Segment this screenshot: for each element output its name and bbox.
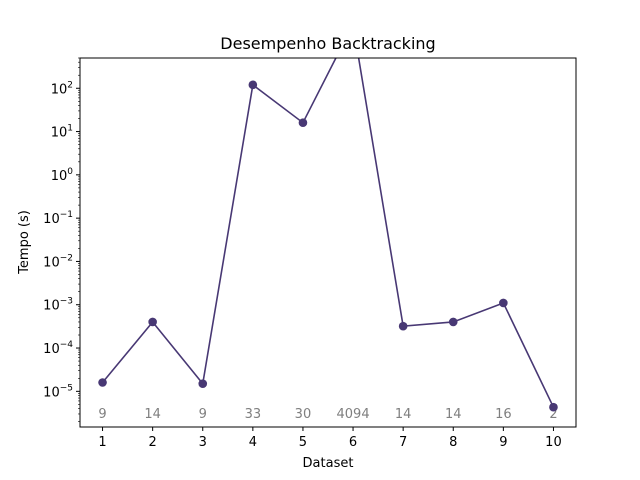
x-tick-label: 7 [399,435,407,450]
y-tick-label: 10−5 [43,383,73,400]
annotation-label: 16 [495,407,512,422]
annotation-label: 9 [98,407,106,422]
annotation-label: 14 [445,407,462,422]
y-tick-label: 102 [51,80,73,97]
y-tick-label: 10−2 [43,253,73,270]
data-point [549,402,558,412]
data-point [499,298,508,308]
y-axis-label: Tempo (s) [17,210,32,275]
x-tick-label: 8 [449,435,457,450]
data-point [448,317,458,327]
data-point [398,321,408,331]
annotation-labels: 9 14 9 33 30 4094 14 14 16 2 [98,407,557,422]
data-point [98,378,107,387]
data-point [298,118,308,128]
y-tick-label: 10−3 [43,297,73,314]
annotation-label: 33 [245,407,262,422]
x-tick-label: 2 [149,435,157,450]
x-tick-label: 5 [299,435,307,450]
x-tick-label: 1 [98,435,106,450]
x-tick-label: 9 [499,435,507,450]
annotation-label: 9 [199,407,207,422]
x-tick-label: 3 [199,435,207,450]
annotation-label: 30 [295,407,312,422]
data-point [148,317,157,327]
data-point [248,80,258,90]
x-tick-label: 6 [349,435,357,450]
plot-frame [79,57,577,428]
y-tick-label: 101 [51,124,73,141]
y-tick-label: 10−1 [43,210,73,227]
annotation-label: 4094 [337,407,370,422]
data-point [198,379,208,389]
y-axis: 10−5 10−4 10−3 10−2 10−1 100 101 102 [43,57,80,422]
chart-title: Desempenho Backtracking [220,34,435,53]
y-tick-label: 10−4 [43,340,73,357]
x-tick-label: 4 [249,435,257,450]
annotation-label: 14 [144,407,161,422]
series-line [101,58,555,408]
annotation-label: 2 [549,407,557,422]
annotation-label: 14 [395,407,412,422]
series-group [98,58,558,412]
x-axis: 1 2 3 4 5 6 7 8 9 10 [98,427,562,450]
y-tick-label: 100 [51,167,74,184]
x-axis-label: Dataset [303,456,354,471]
x-tick-label: 10 [545,435,562,450]
